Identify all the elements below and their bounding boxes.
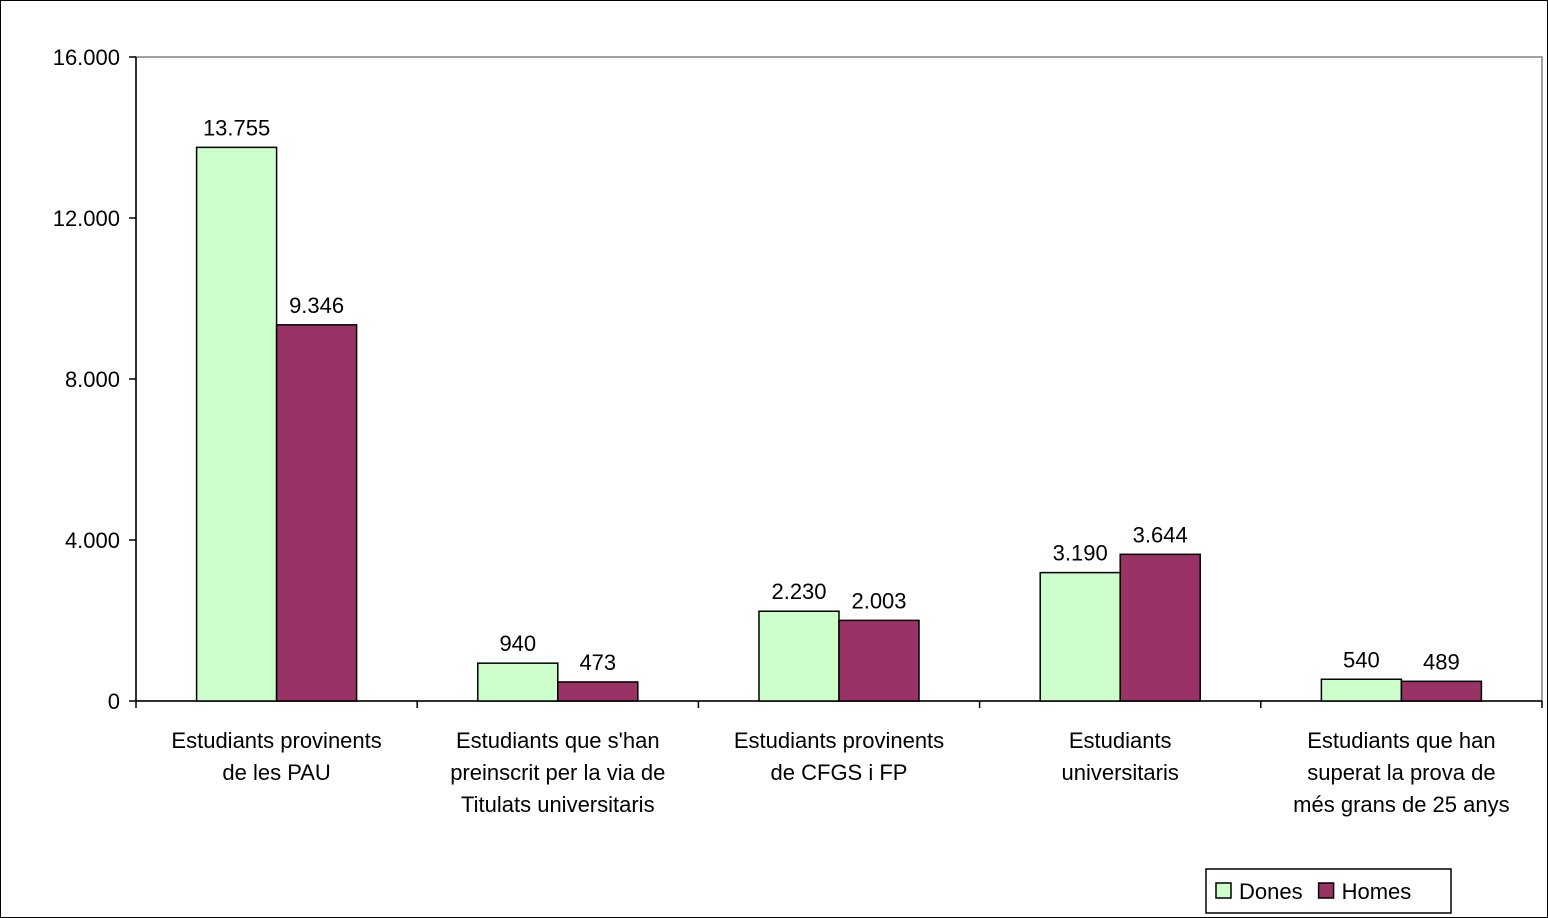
y-tick-label: 4.000 [65,528,120,553]
x-category-label: Estudiants universitaris [1062,728,1179,785]
bar-homes [275,324,358,702]
x-category-label-line: superat la prova de [1307,760,1495,785]
bar-homes [1119,553,1201,702]
x-category-label-line: preinscrit per la via de [450,760,665,785]
y-tick-label: 12.000 [53,206,120,231]
data-label: 9.346 [289,293,344,318]
x-category-label-line: Titulats universitaris [461,792,655,817]
x-category-label-line: Estudiants que han [1307,728,1495,753]
x-category-label: Estudiants que han superat la prova de més… [1293,728,1509,817]
bar-dones [1320,678,1403,702]
x-category-label-line: de CFGS i FP [771,760,908,785]
x-category-label-line: Estudiants provinents [171,728,381,753]
y-tick-label: 16.000 [53,45,120,70]
bar-dones [1039,571,1121,702]
data-label: 473 [579,650,616,675]
x-category-label-line: Estudiants provinents [734,728,944,753]
data-label: 489 [1423,649,1460,674]
x-category-label-line: de les PAU [222,760,330,785]
x-category-label-line: més grans de 25 anys [1293,792,1509,817]
x-category-label-line: Estudiants [1069,728,1172,753]
data-label: 13.755 [203,115,270,140]
bar-dones [477,662,559,702]
legend-swatch-homes [1317,882,1335,899]
data-label: 3.190 [1053,541,1108,566]
legend-swatch-dones [1215,882,1232,899]
x-category-label: Estudiants que s'han preinscrit per la vi… [450,728,665,817]
bar-homes [1400,680,1483,702]
data-label: 2.230 [771,579,826,604]
bar-dones [758,610,840,702]
x-category-label: Estudiants provinents de les PAU [171,728,381,785]
legend-label-homes: Homes [1342,879,1412,904]
x-category-label: Estudiants provinents de CFGS i FP [734,728,944,785]
bar-homes [557,681,639,702]
data-label: 3.644 [1133,522,1188,547]
data-label: 540 [1343,647,1380,672]
bar-homes [838,619,920,702]
legend-label-dones: Dones [1239,879,1303,904]
y-tick-label: 0 [108,689,120,714]
data-label: 940 [499,631,536,656]
x-category-label-line: Estudiants que s'han [456,728,660,753]
y-tick-label: 8.000 [65,367,120,392]
bar-dones [195,146,278,702]
x-category-label-line: universitaris [1062,760,1179,785]
data-label: 2.003 [851,588,906,613]
